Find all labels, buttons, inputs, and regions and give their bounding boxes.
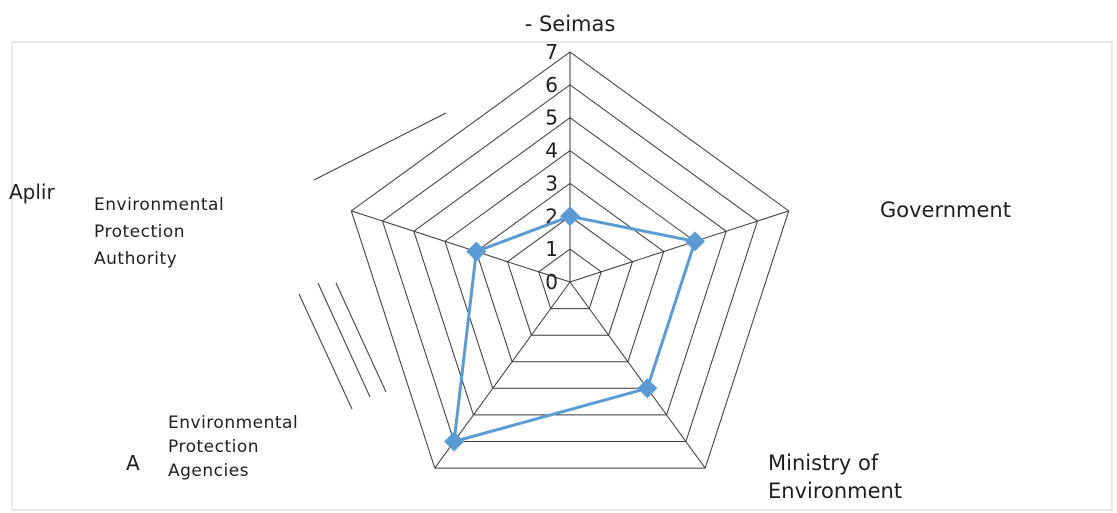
grid-ring-4 bbox=[444, 149, 696, 389]
category-label-line: Protection bbox=[168, 437, 259, 457]
category-label-line: Environmental bbox=[168, 413, 298, 433]
category-label-line: Protection bbox=[94, 222, 185, 242]
data-point-2 bbox=[637, 378, 658, 399]
stray-line bbox=[335, 282, 387, 393]
category-label-line: Authority bbox=[94, 249, 177, 269]
chart-frame bbox=[11, 41, 1113, 511]
grid-ring-3 bbox=[475, 182, 665, 363]
category-label-2: Ministry of Environment bbox=[768, 451, 902, 503]
spoke-1 bbox=[569, 210, 789, 283]
tick-label: 7 bbox=[545, 40, 558, 64]
radar-series bbox=[444, 206, 705, 452]
category-label-line: Environmental bbox=[94, 195, 224, 215]
tick-label: 1 bbox=[545, 237, 558, 261]
category-label-1: Government bbox=[880, 198, 1011, 222]
stray-label-aplir: Aplir bbox=[9, 180, 55, 204]
category-label-line: Agencies bbox=[168, 461, 249, 481]
grid-ring-2 bbox=[506, 215, 634, 336]
category-label-line: Ministry of bbox=[768, 451, 879, 475]
chart-artifact-lines bbox=[298, 112, 447, 410]
data-point-0 bbox=[560, 206, 580, 227]
tick-label: 3 bbox=[545, 171, 558, 195]
radar-spokes bbox=[351, 52, 789, 469]
category-labels: - Seimas Government Ministry of Environment… bbox=[94, 12, 1011, 503]
category-label-line: Environment bbox=[768, 479, 902, 503]
stray-line bbox=[313, 112, 447, 181]
tick-label: 6 bbox=[545, 73, 558, 97]
series-line bbox=[452, 214, 697, 443]
stray-line bbox=[317, 282, 371, 398]
tick-label: 0 bbox=[545, 270, 558, 294]
data-point-1 bbox=[685, 231, 705, 252]
spoke-4 bbox=[351, 210, 571, 283]
category-label-line: Government bbox=[880, 198, 1011, 222]
stray-label-a: A bbox=[126, 451, 140, 475]
data-point-3 bbox=[444, 431, 465, 452]
spoke-2 bbox=[569, 281, 706, 469]
tick-label: 4 bbox=[545, 139, 558, 163]
data-point-4 bbox=[466, 241, 487, 262]
grid-ring-1 bbox=[538, 248, 602, 310]
category-label-0: - Seimas bbox=[525, 12, 616, 36]
grid-ring-6 bbox=[381, 84, 759, 442]
category-label-4: Environmental Protection Authority bbox=[94, 195, 224, 269]
category-label-line: - Seimas bbox=[525, 12, 616, 36]
category-label-3: Environmental Protection Agencies bbox=[168, 413, 298, 481]
grid-ring-7 bbox=[350, 51, 790, 469]
tick-label: 5 bbox=[545, 106, 558, 130]
grid-ring-5 bbox=[413, 117, 727, 416]
radar-grid bbox=[350, 51, 790, 469]
stray-line bbox=[298, 293, 353, 410]
